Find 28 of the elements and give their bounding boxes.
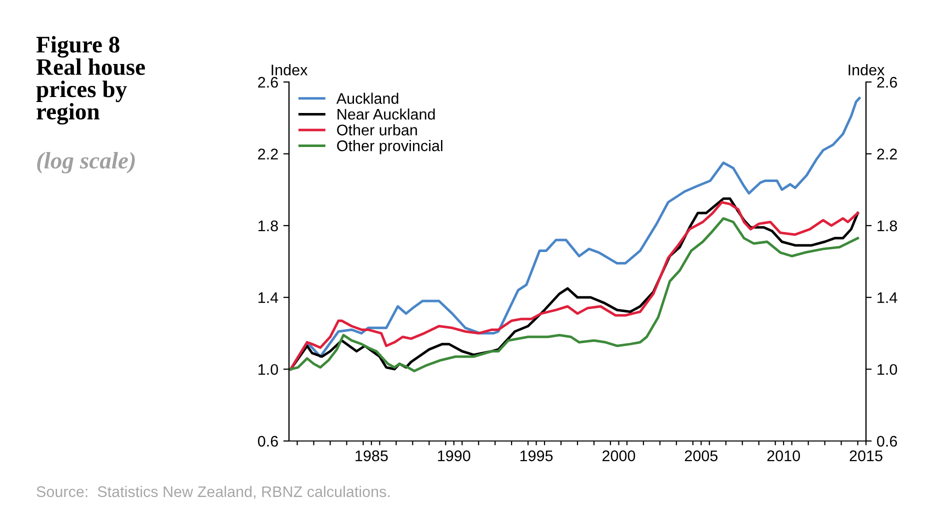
y2-tick-label: 0.6 (877, 436, 897, 447)
legend-label: Other urban (337, 124, 417, 136)
y-tick-label: 0.6 (258, 436, 278, 447)
text: (log scale) (37, 152, 135, 174)
y-tick-label: 1.0 (258, 364, 278, 375)
x-tick-label: 2010 (767, 450, 800, 462)
y-tick-label: 1.4 (258, 292, 278, 303)
source-note: Source: Statistics New Zealand, RBNZ calculations. (36, 486, 390, 499)
legend-label: Other provincial (337, 140, 442, 154)
y-axis-title: Index (272, 64, 308, 76)
y2-axis-title: Index (848, 64, 885, 76)
y2-tick-label: 1.4 (878, 292, 898, 303)
y2-tick-label: 1.8 (878, 220, 897, 232)
legend-label: Near Auckland (338, 108, 435, 120)
y2-tick-label: 2.6 (877, 76, 897, 88)
x-tick-label: 1995 (520, 450, 553, 462)
x-tick-label: 2000 (602, 450, 636, 462)
y2-tick-label: 1.0 (878, 364, 898, 375)
legend-label: Auckland (336, 92, 398, 104)
y-tick-label: 2.2 (258, 148, 278, 160)
text: Figure 8 Real house prices by region (36, 36, 145, 125)
x-tick-label: 2005 (684, 450, 718, 462)
y2-tick-label: 2.2 (877, 148, 897, 160)
y-tick-label: 2.6 (258, 76, 278, 88)
y-tick-label: 1.8 (258, 220, 278, 232)
x-tick-label: 1985 (356, 450, 388, 462)
x-tick-label: 1990 (438, 450, 470, 462)
x-tick-label: 2015 (850, 450, 882, 462)
